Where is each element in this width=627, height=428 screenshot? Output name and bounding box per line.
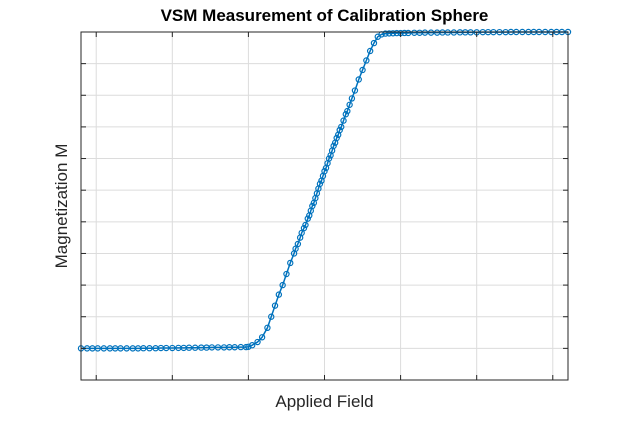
data-point (344, 107, 351, 115)
data-point (264, 324, 271, 331)
chart-title: VSM Measurement of Calibration Sphere (161, 6, 489, 25)
data-point (287, 259, 294, 267)
data-point (421, 29, 429, 36)
data-point (163, 344, 170, 352)
data-point (283, 270, 290, 278)
data-point (271, 302, 279, 309)
x-axis-label: Applied Field (275, 392, 373, 411)
data-point (123, 345, 130, 352)
tick-marks (81, 31, 568, 381)
data-point (191, 344, 199, 351)
data-point (268, 313, 275, 320)
data-point (325, 155, 333, 162)
data-point (348, 95, 356, 102)
y-axis-label: Magnetization M (52, 144, 71, 269)
data-point (275, 291, 283, 298)
data-point (405, 29, 412, 37)
data-point (389, 30, 397, 37)
data-point (359, 66, 366, 74)
data-point (300, 224, 308, 232)
data-point (351, 87, 359, 94)
data-point (316, 180, 324, 188)
data-point (208, 344, 216, 351)
data-point (169, 344, 176, 352)
grid (81, 31, 568, 381)
data-point (258, 334, 266, 341)
data-point (279, 281, 286, 289)
data-point (321, 167, 328, 175)
data-point (382, 30, 389, 37)
data-point (302, 221, 309, 229)
data-point (185, 344, 193, 351)
data-point (214, 344, 222, 351)
data-point (333, 134, 340, 142)
data-point (393, 29, 400, 37)
data-point (363, 57, 370, 64)
data-point (94, 345, 101, 352)
data-point (294, 240, 302, 248)
data-point (254, 338, 261, 346)
data-point (346, 101, 353, 108)
data-point (330, 142, 337, 150)
data-point (231, 344, 238, 351)
data-point (370, 39, 378, 47)
data-point (355, 76, 362, 83)
data-point (304, 215, 311, 222)
data-point (146, 345, 153, 352)
data-point (366, 47, 374, 55)
data-point (242, 343, 250, 351)
data-point (340, 117, 347, 124)
data-point (385, 30, 393, 37)
data-point (309, 202, 316, 210)
data-point (117, 345, 124, 352)
data-point (401, 29, 408, 37)
data-point (336, 126, 343, 134)
data-point (342, 111, 350, 118)
data-point (245, 343, 252, 350)
data-point (427, 29, 435, 36)
data-point (249, 342, 256, 349)
data-point (140, 345, 147, 352)
data-point (100, 345, 108, 352)
data-point (338, 123, 345, 131)
